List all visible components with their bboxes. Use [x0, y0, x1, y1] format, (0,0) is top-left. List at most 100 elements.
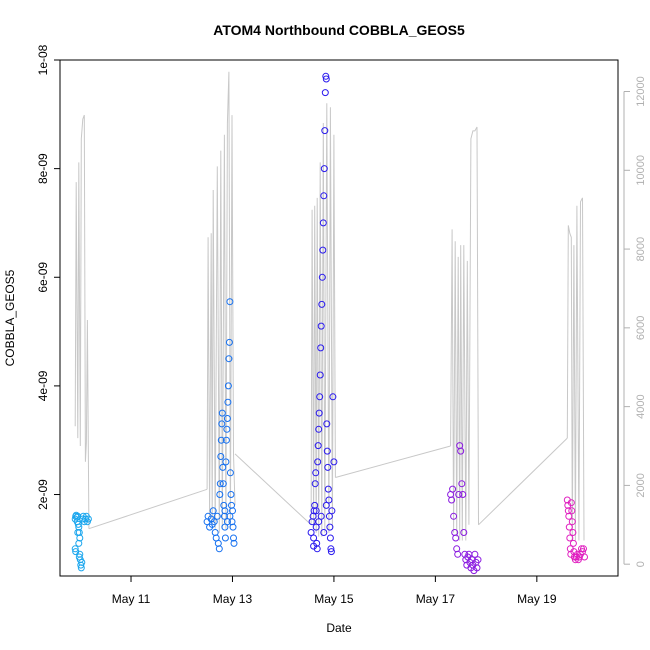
- data-point: [216, 491, 224, 498]
- data-point: [312, 507, 320, 515]
- data-point: [73, 513, 81, 521]
- data-point: [567, 499, 575, 507]
- data-point: [229, 523, 237, 531]
- data-point: [327, 545, 335, 553]
- data-point: [460, 529, 468, 536]
- data-point: [74, 529, 82, 536]
- data-point: [315, 409, 323, 417]
- data-point: [473, 564, 481, 572]
- data-point: [225, 355, 233, 363]
- x-axis-label: Date: [326, 621, 352, 635]
- altitude-line: [206, 71, 236, 533]
- data-point: [322, 501, 330, 509]
- data-point: [328, 507, 336, 515]
- data-point: [84, 515, 92, 523]
- data-point: [224, 382, 232, 390]
- data-point: [580, 545, 587, 553]
- data-point: [321, 127, 329, 135]
- data-point: [321, 89, 329, 97]
- x-tick-label: May 17: [416, 592, 456, 606]
- data-point: [448, 496, 456, 504]
- data-point: [229, 507, 236, 515]
- data-point: [230, 539, 238, 547]
- data-point: [474, 556, 482, 564]
- data-point: [457, 447, 465, 455]
- data-point: [222, 436, 230, 444]
- altitude-line: [310, 103, 336, 537]
- data-point: [318, 300, 326, 308]
- data-point: [224, 398, 232, 406]
- y2-tick-label: 8000: [635, 237, 647, 261]
- data-point: [221, 507, 229, 515]
- points-layer: [71, 72, 588, 575]
- data-point: [213, 512, 221, 520]
- data-point: [218, 409, 226, 417]
- data-point: [226, 298, 234, 306]
- data-point: [314, 442, 322, 450]
- data-point: [568, 518, 576, 526]
- data-point: [216, 480, 224, 488]
- data-point: [449, 485, 457, 493]
- data-point: [452, 534, 460, 542]
- data-point: [317, 322, 325, 330]
- data-point: [320, 529, 328, 536]
- data-point: [71, 545, 79, 553]
- data-point: [325, 512, 333, 520]
- data-point: [75, 539, 83, 547]
- data-point: [317, 344, 325, 352]
- data-point: [459, 491, 467, 498]
- data-point: [324, 485, 332, 493]
- data-point: [230, 534, 237, 542]
- data-point: [566, 534, 574, 542]
- data-point: [215, 545, 223, 553]
- plot-frame: [59, 59, 619, 577]
- altitude-line: [88, 488, 208, 530]
- altitude-line: [450, 126, 479, 541]
- axes-layer: May 11 May 13 May 15 May 17 May 19 2e-09 4e-09…: [36, 44, 647, 606]
- data-point: [565, 512, 573, 520]
- data-point: [310, 507, 318, 515]
- altitude-line: [74, 114, 90, 529]
- data-point: [454, 550, 462, 558]
- data-point: [455, 491, 463, 498]
- data-point: [310, 542, 318, 550]
- data-point: [316, 371, 324, 379]
- data-point: [320, 192, 328, 200]
- data-point: [324, 463, 332, 471]
- y2-tick-label: 2000: [635, 473, 647, 497]
- data-point: [320, 165, 328, 173]
- chart-title: ATOM4 Northbound COBBLA_GEOS5: [213, 22, 465, 38]
- altitude-layer: [74, 71, 585, 541]
- data-point: [222, 458, 230, 466]
- y2-tick-label: 10000: [635, 155, 647, 186]
- x-tick-label: May 11: [112, 592, 151, 606]
- x-tick-label: May 13: [213, 592, 253, 606]
- y2-tick-label: 12000: [635, 76, 647, 107]
- data-point: [471, 550, 479, 558]
- data-point: [223, 425, 231, 433]
- data-point: [322, 72, 330, 80]
- data-point: [318, 273, 326, 281]
- data-point: [223, 415, 231, 422]
- altitude-line: [234, 453, 312, 526]
- altitude-line: [335, 445, 451, 478]
- y2-tick-label: 4000: [635, 394, 647, 418]
- y2-tick-label: 0: [635, 561, 647, 567]
- data-point: [217, 436, 225, 444]
- data-point: [218, 420, 226, 428]
- data-point: [450, 512, 458, 520]
- y2-tick-label: 6000: [635, 316, 647, 340]
- data-point: [326, 523, 334, 531]
- data-point: [322, 75, 330, 83]
- data-point: [221, 534, 229, 542]
- data-point: [307, 529, 315, 536]
- y-tick-label: 2e-09: [36, 479, 50, 510]
- data-point: [211, 529, 219, 536]
- y-tick-label: 1e-08: [36, 44, 50, 75]
- data-point: [316, 393, 324, 401]
- data-point: [74, 520, 82, 528]
- data-point: [319, 219, 327, 227]
- data-point: [76, 550, 84, 558]
- data-point: [569, 529, 577, 536]
